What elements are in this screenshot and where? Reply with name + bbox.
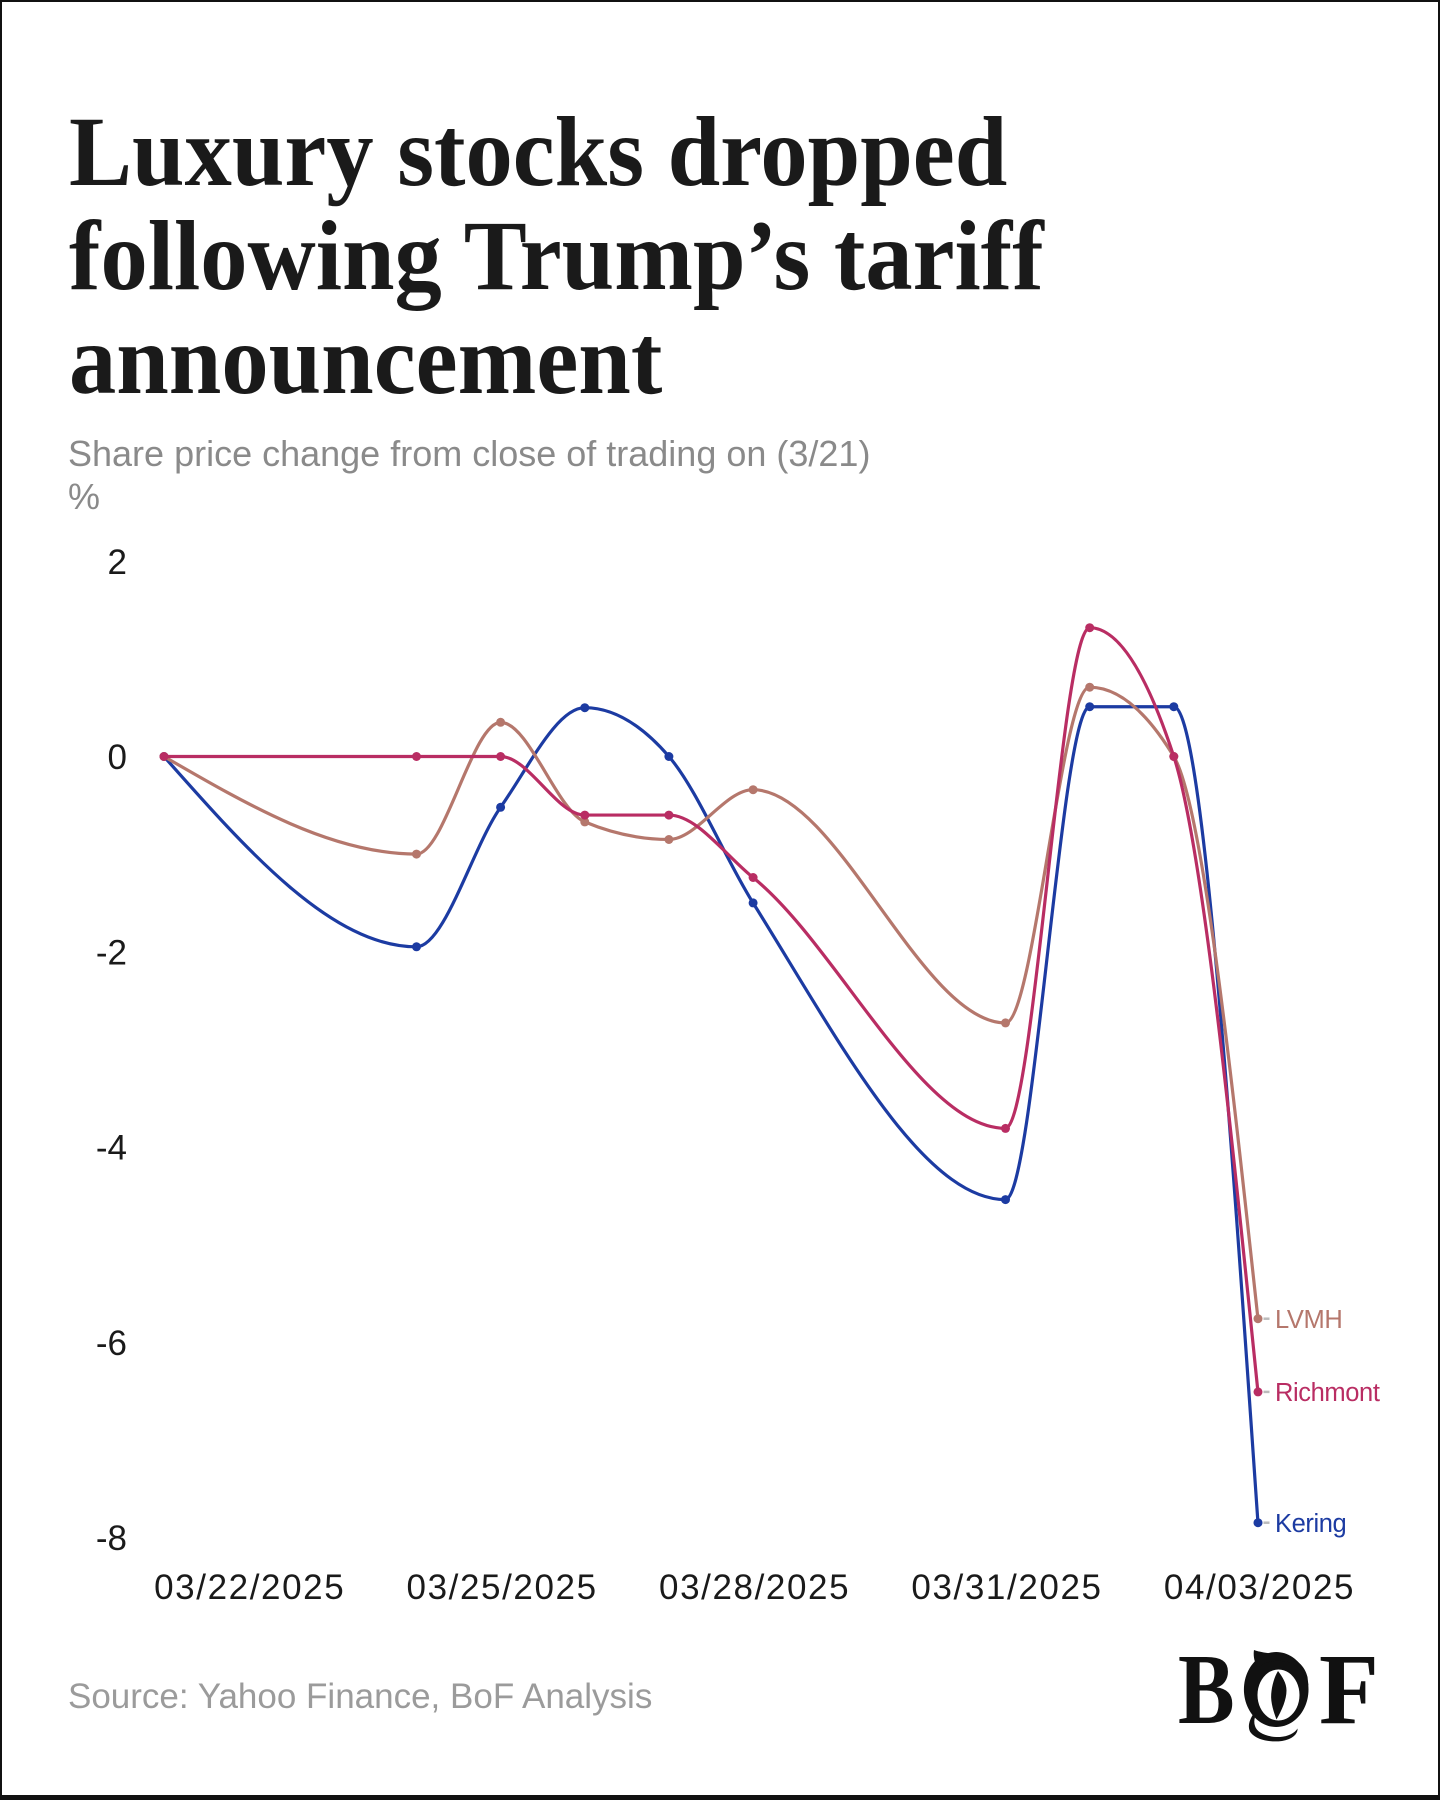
svg-text:-4: -4: [96, 1129, 127, 1168]
svg-text:03/31/2025: 03/31/2025: [911, 1568, 1102, 1607]
svg-text:-8: -8: [96, 1519, 127, 1558]
svg-text:03/28/2025: 03/28/2025: [659, 1568, 850, 1607]
svg-text:-2: -2: [96, 934, 127, 973]
svg-text:04/03/2025: 04/03/2025: [1164, 1568, 1355, 1607]
svg-text:LVMH: LVMH: [1275, 1306, 1342, 1334]
svg-text:03/22/2025: 03/22/2025: [154, 1568, 345, 1607]
svg-text:2: 2: [108, 543, 127, 582]
svg-text:F: F: [1319, 1640, 1379, 1745]
svg-text:Richmont: Richmont: [1275, 1379, 1380, 1407]
svg-text:-6: -6: [96, 1324, 127, 1363]
svg-text:B: B: [1178, 1640, 1235, 1746]
svg-text:03/25/2025: 03/25/2025: [407, 1568, 598, 1607]
svg-text:0: 0: [108, 738, 127, 777]
svg-text:Kering: Kering: [1275, 1510, 1346, 1538]
